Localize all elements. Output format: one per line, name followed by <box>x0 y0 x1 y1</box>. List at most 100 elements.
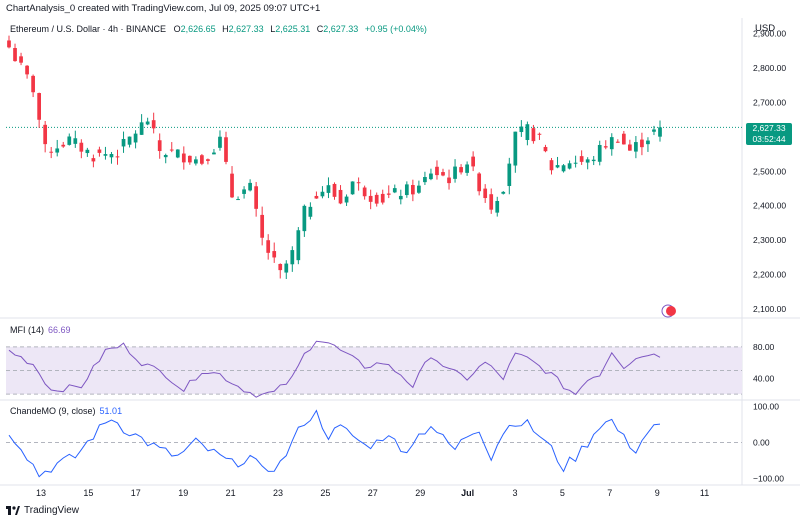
time-axis-tick: 13 <box>36 488 46 498</box>
candle-body <box>634 142 638 152</box>
candle-body <box>175 149 180 158</box>
chande-legend: ChandeMO (9, close) 51.01 <box>10 406 122 416</box>
candle-body <box>266 240 271 253</box>
candle-body <box>127 136 132 145</box>
candle-body <box>404 184 409 196</box>
price-axis-tick: 2,700.00 <box>753 97 786 107</box>
candle-body <box>133 133 138 143</box>
time-axis-tick: 3 <box>512 488 517 498</box>
time-axis-tick: 11 <box>700 488 709 498</box>
candle-body <box>7 40 11 48</box>
open-value: 2,626.65 <box>180 24 216 34</box>
brand-name: TradingView <box>24 505 80 516</box>
candle-body <box>441 172 445 176</box>
candle-body <box>543 146 548 152</box>
candle-body <box>224 137 228 162</box>
bar-countdown: 03:52:44 <box>752 134 786 144</box>
candle-body <box>573 162 578 164</box>
candle-body <box>507 163 512 186</box>
candle-body <box>284 263 289 273</box>
candle-body <box>145 121 150 125</box>
candle-body <box>103 154 108 156</box>
mfi-value: 66.69 <box>48 325 71 335</box>
time-axis-tick: 27 <box>368 488 378 498</box>
candle-body <box>181 153 186 163</box>
candle-body <box>139 122 144 135</box>
footer-brand: TradingView <box>6 505 79 516</box>
time-axis-tick: 23 <box>273 488 283 498</box>
event-flag-icon <box>666 306 676 316</box>
candle-body <box>272 251 277 258</box>
time-axis-tick: 29 <box>415 488 425 498</box>
candle-body <box>338 189 343 204</box>
price-axis-tick: 2,500.00 <box>753 166 786 176</box>
candle-body <box>501 191 506 194</box>
candle-body <box>194 159 198 164</box>
time-axis-tick: 19 <box>178 488 188 498</box>
time-axis-tick: 17 <box>131 488 141 498</box>
tradingview-logo-icon <box>6 506 20 515</box>
high-value: 2,627.33 <box>228 24 264 34</box>
candle-body <box>459 167 463 173</box>
candle-body <box>61 144 66 147</box>
candle-body <box>79 142 84 152</box>
candle-body <box>567 163 572 169</box>
candle-body <box>85 149 90 154</box>
price-axis-tick: 2,200.00 <box>753 270 786 280</box>
symbol-title: Ethereum / U.S. Dollar · 4h · BINANCE <box>10 24 167 34</box>
chart-attribution: ChartAnalysis_0 created with TradingView… <box>6 3 321 14</box>
currency-label: USD <box>755 23 776 34</box>
candle-body <box>157 140 162 152</box>
candle-body <box>314 195 319 199</box>
high-label: H <box>222 24 229 34</box>
candle-body <box>109 154 114 158</box>
chande-line <box>8 409 661 478</box>
last-price-badge: 2,627.33 03:52:44 <box>746 123 792 145</box>
time-axis-tick: 7 <box>607 488 612 498</box>
candle-body <box>429 173 433 180</box>
candle-body <box>435 166 439 176</box>
time-axis-tick: 15 <box>83 488 93 498</box>
candle-body <box>386 193 391 195</box>
candle-body <box>344 196 349 203</box>
time-axis-tick: 25 <box>320 488 330 498</box>
candle-body <box>447 177 451 184</box>
candle-body <box>356 182 361 184</box>
candle-body <box>603 146 608 148</box>
mfi-axis-tick: 80.00 <box>753 342 775 352</box>
candle-body <box>555 165 560 168</box>
candle-body <box>398 195 403 200</box>
candle-body <box>597 144 602 162</box>
candle-body <box>308 206 313 217</box>
candle-body <box>25 65 29 75</box>
candle-body <box>91 158 96 162</box>
candle-body <box>380 193 385 203</box>
candle-body <box>13 48 17 62</box>
mfi-label: MFI (14) <box>10 325 45 335</box>
candle-body <box>579 156 584 162</box>
candle-body <box>242 189 246 194</box>
candle-body <box>151 120 156 129</box>
candle-body <box>489 194 494 210</box>
candle-body <box>585 159 590 163</box>
candle-body <box>525 124 530 140</box>
candle-body <box>302 205 307 232</box>
low-label: L <box>270 24 276 34</box>
candle-body <box>296 230 301 261</box>
time-axis-tick: 5 <box>560 488 565 498</box>
candle-body <box>417 185 421 193</box>
time-axis-tick: 21 <box>226 488 236 498</box>
candle-body <box>561 165 566 172</box>
candle-body <box>248 182 252 191</box>
price-axis-tick: 2,900.00 <box>753 28 786 38</box>
candle-body <box>549 160 554 171</box>
candle-body <box>212 152 216 155</box>
symbol-legend: Ethereum / U.S. Dollar · 4h · BINANCE O2… <box>10 24 431 34</box>
candle-body <box>163 154 168 158</box>
candle-body <box>465 164 469 173</box>
candle-body <box>362 187 367 197</box>
candle-body <box>615 141 620 143</box>
candle-body <box>200 155 204 164</box>
candle-body <box>652 129 656 132</box>
